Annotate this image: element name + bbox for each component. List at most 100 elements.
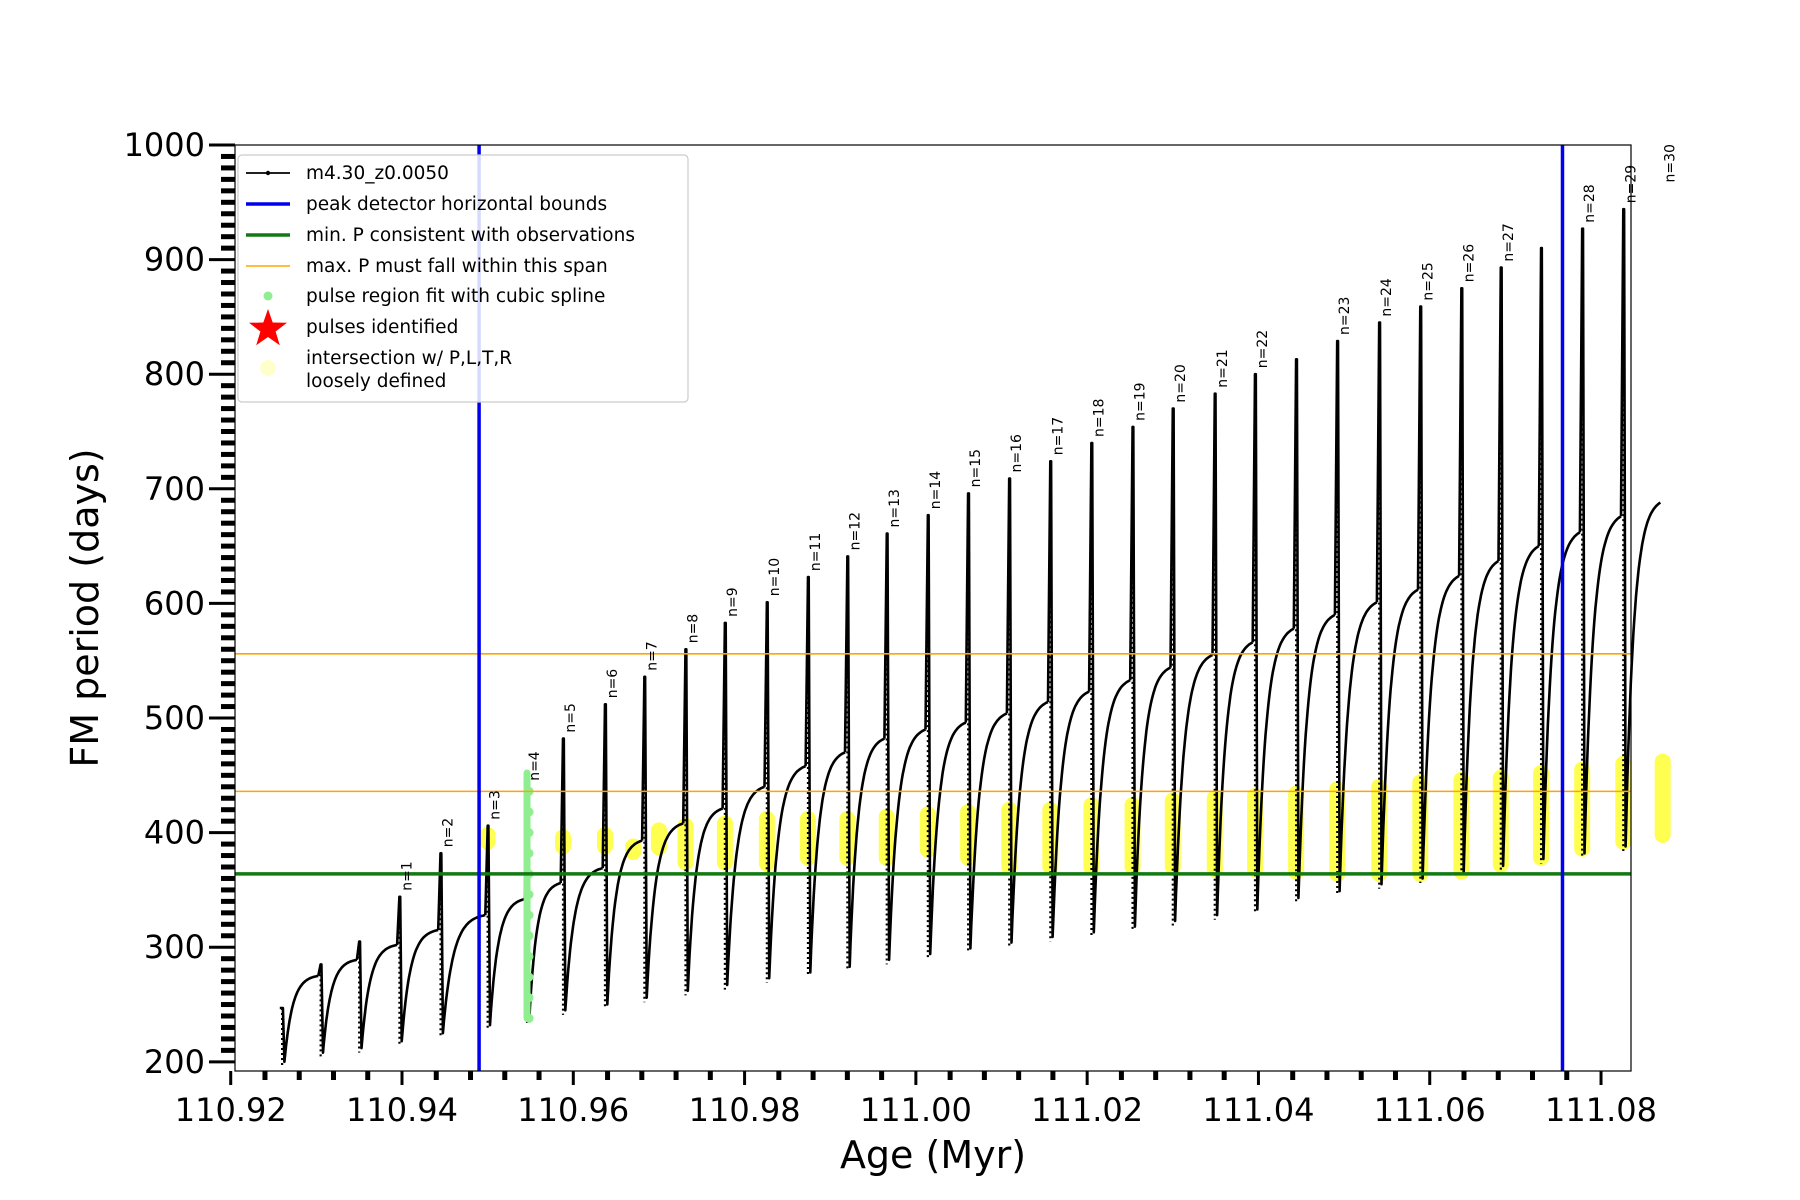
pulse-label: n=17 [1050, 417, 1066, 455]
pulse-label: n=20 [1173, 364, 1189, 402]
pulse-label: n=27 [1501, 223, 1517, 261]
legend-swatch-dot [260, 360, 276, 376]
spline-fit-point [524, 890, 534, 900]
period-segment [804, 575, 846, 974]
pulse-label: n=9 [725, 587, 741, 617]
pulse-label: n=2 [441, 818, 457, 848]
spline-fit-point [524, 972, 534, 982]
x-tick-label: 110.96 [517, 1091, 629, 1129]
period-segment [1087, 441, 1131, 934]
period-segment [1292, 358, 1336, 900]
period-segment [1578, 227, 1622, 855]
period-segment [484, 824, 526, 1027]
x-tick-label: 110.94 [346, 1091, 458, 1129]
period-segment [1497, 266, 1540, 868]
period-segment [964, 492, 1008, 950]
x-tick-label: 110.98 [689, 1091, 801, 1129]
period-segment [1375, 321, 1419, 886]
period-segment [843, 555, 885, 968]
y-tick-label: 500 [144, 699, 205, 737]
y-axis-label: FM period (days) [63, 448, 107, 767]
pulse-label: n=6 [605, 669, 621, 699]
x-tick-label: 111.00 [860, 1091, 972, 1129]
pulse-label: n=16 [1009, 434, 1025, 473]
spline-fit-point [524, 848, 534, 858]
period-segment [601, 703, 643, 1006]
y-tick-label: 400 [144, 814, 205, 852]
pulse-label: n=18 [1091, 399, 1107, 437]
y-tick-label: 800 [144, 355, 205, 393]
pulse-label: n=28 [1582, 184, 1598, 222]
x-tick-label: 111.06 [1374, 1091, 1486, 1129]
spline-fit-point [524, 828, 534, 838]
period-segment [1416, 305, 1460, 880]
period-segment [1333, 339, 1378, 893]
legend-swatch-star [249, 309, 287, 346]
period-segment [559, 737, 603, 1012]
pulse-label: n=21 [1215, 349, 1231, 387]
y-tick-label: 600 [144, 584, 205, 622]
x-tick-label: 111.02 [1031, 1091, 1143, 1129]
x-axis-label: Age (Myr) [840, 1133, 1026, 1177]
period-segment [1251, 372, 1295, 911]
pulse-label: n=23 [1337, 297, 1353, 335]
y-tick-label: 900 [144, 241, 205, 279]
pulse-label: n=22 [1255, 330, 1271, 368]
pulse-label: n=30 [1663, 144, 1679, 182]
legend-swatch-dot [263, 291, 273, 301]
legend-label: loosely defined [306, 371, 446, 392]
period-segment [640, 675, 684, 999]
pulse-label: n=3 [488, 790, 504, 820]
period-segment [317, 958, 358, 1054]
period-segment [1005, 477, 1049, 944]
pulse-label: n=12 [847, 512, 863, 550]
period-segment [721, 621, 765, 987]
period-segment [763, 601, 807, 980]
legend-label: intersection w/ P,L,T,R [306, 348, 512, 369]
pulse-label: n=25 [1420, 262, 1436, 300]
spline-fit-point [524, 1013, 534, 1023]
legend-label: max. P must fall within this span [306, 256, 608, 277]
legend-label: pulses identified [306, 317, 458, 338]
legend-label: min. P consistent with observations [306, 225, 635, 246]
period-segment [523, 785, 562, 1020]
plot-frame [234, 144, 1632, 1072]
pulse-label: n=11 [808, 533, 824, 571]
pulse-label: n=15 [968, 449, 984, 487]
spline-fit-point [524, 910, 534, 920]
pulse-label: n=10 [767, 558, 783, 596]
pulse-label: n=19 [1133, 382, 1149, 420]
pulse-label: n=26 [1461, 244, 1477, 283]
spline-fit-point [524, 951, 534, 961]
period-segment [1169, 407, 1213, 923]
pulse-label: n=7 [644, 641, 660, 671]
legend-swatch-dot [265, 170, 271, 176]
pulse-label: n=13 [887, 489, 903, 527]
period-segment [355, 940, 398, 1050]
spline-fit-layer [523, 769, 534, 1023]
x-tick-label: 110.92 [175, 1091, 287, 1129]
pulse-label: n=4 [527, 751, 543, 781]
spline-fit-point [524, 931, 534, 941]
pulse-labels-layer: n=1 n=2 n=3 n=4 n=5 n=6 n=7 n=8 n=9 n=10 n=11 n=12 n… [399, 144, 1678, 891]
legend-label: m4.30_z0.0050 [306, 163, 449, 184]
x-tick-label: 111.04 [1202, 1091, 1314, 1129]
legend-box [237, 154, 689, 403]
pulse-label: n=8 [686, 614, 702, 644]
period-segment [1128, 425, 1172, 928]
period-segment [883, 532, 927, 962]
pulse-label: n=1 [399, 861, 415, 891]
y-tick-label: 300 [144, 928, 205, 966]
y-tick-label: 700 [144, 470, 205, 508]
spline-fit-point [524, 807, 534, 817]
pulse-label: n=24 [1379, 278, 1395, 317]
period-segment [681, 648, 724, 993]
period-segment [1046, 460, 1090, 939]
period-segment [395, 895, 439, 1043]
period-segment [1619, 207, 1662, 848]
period-segment [1537, 246, 1581, 861]
intersection-layer [479, 753, 1671, 882]
y-tick-label: 200 [144, 1043, 205, 1081]
